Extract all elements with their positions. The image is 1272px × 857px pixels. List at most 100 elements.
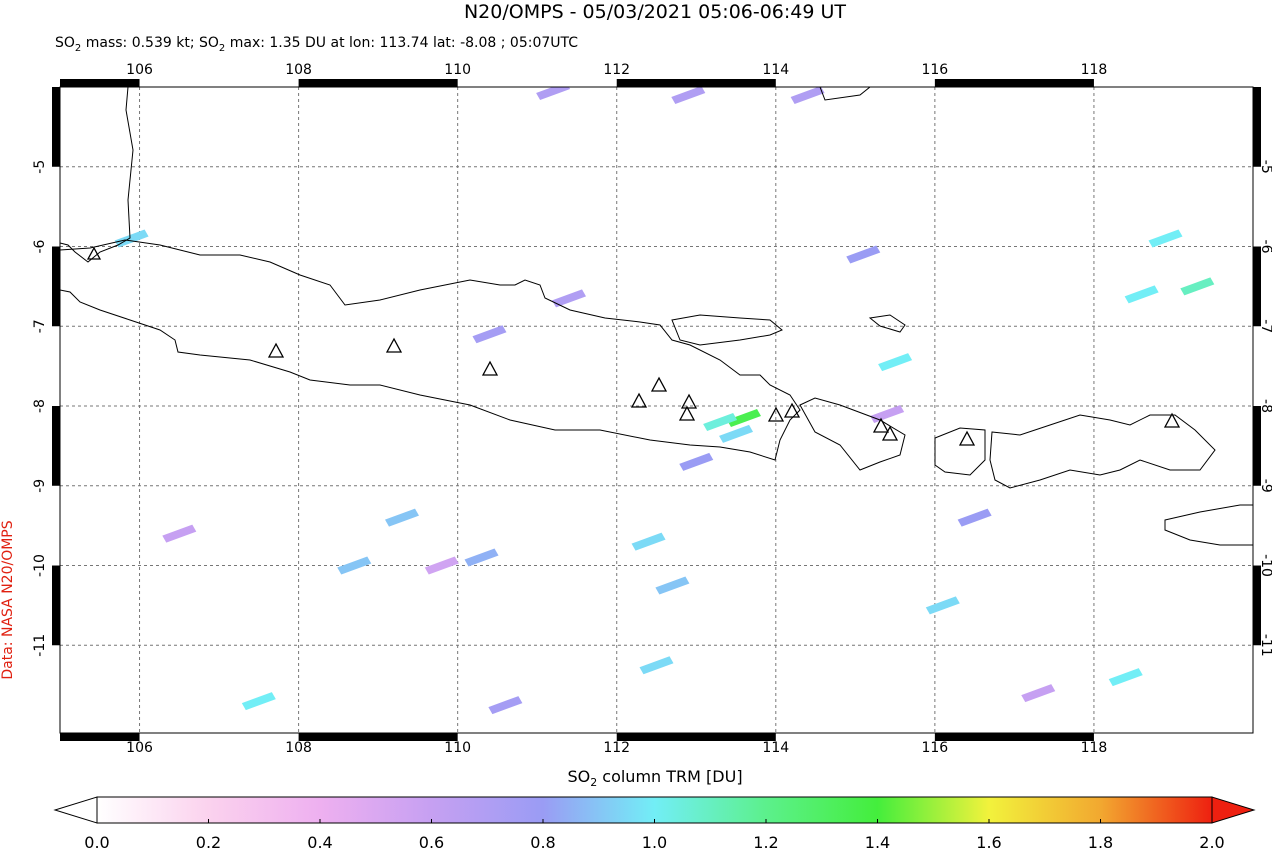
lon-tick-label: 116 — [921, 740, 948, 756]
title: N20/OMPS - 05/03/2021 05:06-06:49 UT — [464, 1, 846, 23]
so2-pixel — [424, 556, 459, 575]
so2-pixel — [925, 596, 960, 615]
colorbar-tick-label: 1.8 — [1088, 833, 1113, 852]
so2-pixel — [957, 508, 992, 527]
frame-band — [298, 733, 458, 741]
frame-band — [60, 733, 140, 741]
lat-tick-label: -8 — [32, 399, 48, 413]
colorbar-arrow-high — [1211, 796, 1256, 824]
lon-tick-label: 114 — [762, 740, 789, 756]
map-area — [60, 87, 1253, 733]
lat-tick-label: -11 — [32, 634, 48, 657]
subtitle-part: 2 — [75, 43, 81, 54]
colorbar-tick-label: 0.4 — [307, 833, 332, 852]
lat-tick-label: -6 — [32, 239, 48, 253]
lat-tick-label: -10 — [1258, 554, 1272, 577]
colorbar-tick-label: 1.0 — [642, 833, 667, 852]
lon-tick-label: 106 — [126, 740, 153, 756]
so2-pixel — [1180, 277, 1215, 296]
lat-tick-label: -5 — [1258, 160, 1272, 174]
subtitle-part: mass: 0.539 kt; SO — [81, 35, 219, 51]
so2-pixel — [878, 353, 913, 372]
so2-pixel — [1148, 229, 1183, 248]
colorbar-tick-label: 0.6 — [419, 833, 444, 852]
subtitle-part: max: 1.35 DU at lon: 113.74 lat: -8.08 ;… — [225, 35, 578, 51]
so2-pixel — [464, 548, 499, 567]
frame-band — [1253, 406, 1261, 486]
credit: Data: NASA N20/OMPS — [0, 520, 16, 679]
frame-band — [616, 79, 776, 87]
colorbar-tick-label: 1.6 — [976, 833, 1001, 852]
so2-pixel — [1124, 285, 1159, 304]
so2-pixel — [679, 452, 714, 471]
lon-tick-label: 110 — [444, 740, 471, 756]
frame-band — [934, 79, 1094, 87]
colorbar-tick-label: 2.0 — [1199, 833, 1224, 852]
frame-band — [52, 406, 60, 486]
so2-pixel — [846, 245, 881, 264]
so2-pixel — [671, 87, 706, 104]
so2-pixel — [536, 87, 571, 100]
colorbar-tick-label: 0.0 — [84, 833, 109, 852]
lon-tick-label: 118 — [1081, 62, 1108, 78]
lat-tick-label: -10 — [32, 554, 48, 577]
so2-pixel — [162, 524, 197, 543]
colorbar-tick-label: 0.8 — [530, 833, 555, 852]
so2-pixel — [790, 87, 825, 104]
frame-band — [934, 733, 1094, 741]
frame-band — [60, 79, 140, 87]
frame-band — [52, 246, 60, 327]
so2-pixel — [337, 556, 372, 575]
lat-tick-label: -6 — [1258, 240, 1272, 254]
lon-tick-label: 118 — [1081, 740, 1108, 756]
so2-pixel — [241, 692, 276, 711]
lon-tick-label: 112 — [603, 62, 630, 78]
frame-band — [52, 87, 60, 167]
lon-tick-label: 108 — [285, 62, 312, 78]
colorbar-tick-label: 1.4 — [865, 833, 890, 852]
so2-pixel — [552, 289, 587, 308]
lon-tick-label: 110 — [444, 62, 471, 78]
so2-pixel — [384, 508, 419, 527]
frame-band — [1253, 565, 1261, 646]
so2-pixel — [703, 412, 738, 431]
lon-tick-label: 116 — [921, 62, 948, 78]
lon-tick-label: 106 — [126, 62, 153, 78]
so2-pixel — [631, 532, 666, 551]
frame-band — [52, 565, 60, 646]
so2-pixel — [488, 696, 523, 715]
lon-tick-label: 112 — [603, 740, 630, 756]
so2-pixel — [472, 325, 507, 344]
so2-pixel — [1108, 668, 1143, 687]
colorbar-arrow-low — [53, 796, 98, 824]
so2-pixel — [655, 576, 690, 595]
so2-pixel — [1021, 684, 1056, 703]
lat-tick-label: -9 — [1258, 479, 1272, 493]
frame-band — [1253, 87, 1261, 167]
subtitle-part: SO — [55, 35, 75, 51]
lat-tick-label: -7 — [32, 319, 48, 333]
subtitle-part: 2 — [219, 43, 225, 54]
colorbar-tick-label: 1.2 — [753, 833, 778, 852]
frame-band — [1253, 246, 1261, 327]
so2-pixel — [114, 229, 149, 248]
frame-band — [298, 79, 458, 87]
lat-tick-label: -5 — [32, 160, 48, 174]
map-frame — [59, 86, 1254, 734]
lon-tick-label: 114 — [762, 62, 789, 78]
lat-tick-label: -7 — [1258, 319, 1272, 333]
so2-pixel — [719, 424, 754, 443]
so2-pixel — [870, 404, 905, 423]
subtitle: SO2 mass: 0.539 kt; SO2 max: 1.35 DU at … — [55, 35, 578, 54]
colorbar-tick-label: 0.2 — [196, 833, 221, 852]
frame-band — [616, 733, 776, 741]
lat-tick-label: -11 — [1258, 634, 1272, 657]
lon-tick-label: 108 — [285, 740, 312, 756]
volcanoes — [86, 246, 1181, 446]
so2-pixel — [726, 408, 761, 427]
colorbar-label: SO2 column TRM [DU] — [567, 767, 742, 789]
so2-pixel — [639, 656, 674, 675]
lat-tick-label: -8 — [1258, 399, 1272, 413]
coastlines — [60, 87, 1253, 546]
